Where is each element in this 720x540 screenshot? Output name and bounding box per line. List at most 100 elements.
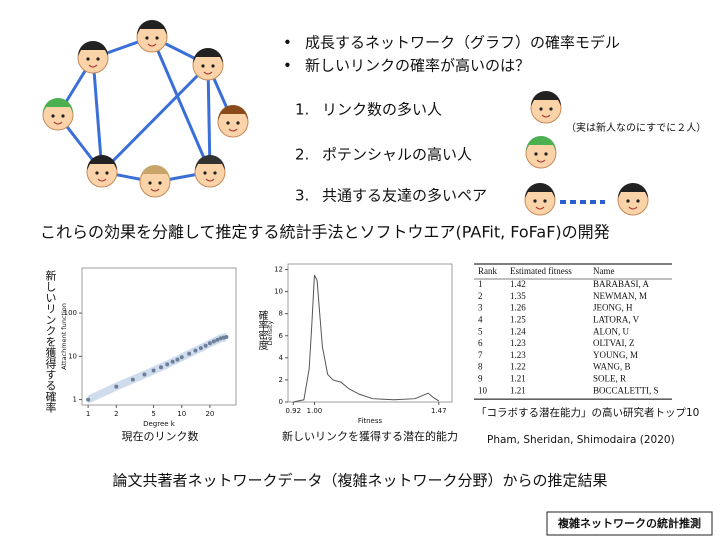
x-tick-label: 20 [205,410,214,418]
eye [51,114,55,118]
factor-number: 1. [295,101,309,119]
y-tick-label: 8 [279,310,283,318]
hair [137,20,167,35]
table-cell: 1.35 [510,291,526,301]
eye [155,36,159,40]
table-cell: 1.23 [510,350,526,360]
bullet-dot: • [283,34,292,52]
factor-text: ポテンシャルの高い人 [322,146,472,164]
x-tick-label: 1.47 [431,407,447,415]
plot-caption: 新しいリンクを獲得する潜在的能力 [282,429,458,443]
hair [193,48,223,63]
eye [211,64,215,68]
table-cell: 1.42 [510,279,526,289]
eye [544,152,548,156]
table-cell: 9 [478,373,483,383]
side-label: 新しいリンクを獲得する確率 [44,269,57,414]
plot-frame [287,263,453,403]
y-tick-label: 0 [279,398,283,406]
factor-number: 3. [295,187,309,205]
x-axis-label: Fitness [358,417,383,425]
table-cell: 6 [478,338,483,348]
table-cell: 1.25 [510,314,526,324]
table-cell: SOLE, R [593,373,626,383]
table-header: Name [593,266,615,276]
badge-box [546,511,713,536]
hair [525,183,555,198]
point [224,334,229,339]
table-cell: 1.26 [510,303,526,313]
x-tick-label: 10 [177,410,186,418]
eye [549,107,553,111]
mouth [541,114,551,118]
point [198,346,203,351]
people-icons [42,20,649,216]
table-cell: 1.23 [510,338,526,348]
mouth [535,206,545,210]
eye [226,121,230,125]
plot-frame [81,267,237,406]
point [170,359,175,364]
eye [236,121,240,125]
y-tick-label: 10 [68,352,77,360]
hair [526,136,556,151]
point [187,351,192,356]
table-cell: NEWMAN, M [593,291,647,301]
mouth [205,178,215,182]
mouth [97,178,107,182]
summary: これらの効果を分離して推定する統計手法とソフトウエア(PAFit, FoFaF)… [40,223,610,242]
table-cell: 1.22 [510,362,526,372]
y-tick-label: 10 [274,288,283,296]
eye [96,57,100,61]
density-line [293,274,440,403]
hair [78,41,108,56]
hair [87,155,117,170]
eye [626,199,630,203]
x-tick-label: 0.92 [285,407,301,415]
table-cell: 10 [478,385,488,395]
y-tick-label: 12 [274,266,283,274]
eye [533,199,537,203]
table-header: Estimated fitness [510,266,572,276]
point [179,355,184,360]
hair [531,91,561,106]
point [215,337,220,342]
table-cell: LATORA, V [593,314,640,324]
point [165,362,170,367]
y-tick-label: 1 [73,396,77,404]
x-tick-label: 1.00 [307,407,323,415]
factor-text: リンク数の多い人 [322,101,442,119]
y-axis-label: Attachment function [60,303,68,370]
eye [95,171,99,175]
table-cell: OLTVAI, Z [593,338,635,348]
side-label: 確率密度 [256,309,268,351]
table-cell: BOCCALETTI, S [593,385,659,395]
table-header: Rank [478,266,497,276]
point [203,343,208,348]
table-cell: 3 [478,303,483,313]
point [211,339,216,344]
hair [218,105,248,120]
eye [145,36,149,40]
mouth [228,128,238,132]
table-cell: 1.24 [510,326,526,336]
citation: Pham, Sheridan, Shimodaira (2020) [487,434,675,446]
mouth [147,43,157,47]
table-cell: JEONG, H [593,303,633,313]
hair [43,98,73,113]
factor-text: 共通する友達の多いペア [322,187,487,205]
bullet-dot: • [283,57,292,75]
y-axis-label: Density [266,320,274,345]
x-tick-label: 2 [114,410,118,418]
eye [539,107,543,111]
eye [201,64,205,68]
table-cell: 1 [478,279,483,289]
eye [105,171,109,175]
table-cell: 2 [478,291,483,301]
hair [618,183,648,198]
bullet: 成長するネットワーク（グラフ）の確率モデル [305,34,620,52]
mouth [150,188,160,192]
plot-caption: 現在のリンク数 [122,430,199,443]
y-tick-label: 6 [279,332,284,340]
